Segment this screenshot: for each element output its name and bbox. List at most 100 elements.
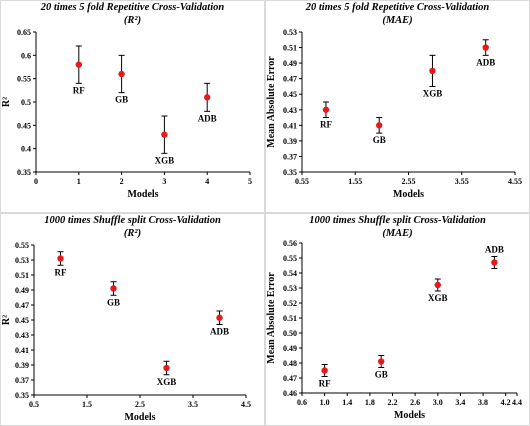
data-point [118, 70, 125, 78]
chart-subtitle: (R²) [123, 15, 142, 26]
y-tick-label: 0.37 [15, 376, 29, 385]
chart-title: 20 times 5 fold Repetitive Cross-Validat… [305, 2, 490, 13]
y-tick-label: 0.43 [283, 106, 297, 115]
y-tick-label: 0.54 [283, 269, 297, 278]
chart-panel-r2-repetitive: 20 times 5 fold Repetitive Cross-Validat… [0, 0, 265, 213]
y-tick-label: 0.47 [283, 75, 297, 84]
y-tick-label: 0.35 [283, 168, 297, 177]
y-tick-label: 0.5 [21, 98, 31, 107]
x-tick-label: 0 [34, 177, 38, 186]
y-tick-label: 0.50 [283, 329, 297, 338]
data-point [57, 255, 64, 262]
data-point [161, 131, 168, 138]
x-tick-label: 2.2 [388, 398, 398, 407]
data-point [75, 61, 83, 68]
chart-panel-r2-shuffle: 1000 times Shuffle split Cross-Validatio… [0, 213, 265, 426]
y-tick-label: 0.41 [15, 346, 29, 355]
y-tick-label: 0.41 [283, 121, 297, 130]
y-tick-label: 0.49 [283, 59, 297, 68]
y-tick-label: 0.48 [283, 359, 297, 368]
data-label: XGB [155, 155, 175, 165]
data-point [482, 44, 489, 51]
chart-plot: 0.350.370.390.410.430.450.470.490.510.53… [265, 0, 530, 213]
x-tick-label: 1.4 [342, 398, 352, 407]
x-tick-label: 0.6 [297, 398, 307, 407]
x-tick-label: 3.0 [433, 398, 443, 407]
x-tick-label: 4.5 [241, 400, 251, 409]
y-tick-label: 0.6 [21, 51, 31, 60]
x-tick-label: 5 [248, 177, 252, 186]
data-label: GB [375, 370, 388, 380]
x-tick-label: 3.5 [188, 400, 198, 409]
panel-frame [0, 0, 265, 213]
x-axis-label: Models [127, 189, 158, 200]
x-tick-label: 1.55 [348, 177, 362, 186]
chart-plot: 0.350.370.390.410.430.450.470.490.510.53… [0, 213, 265, 426]
chart-title: 1000 times Shuffle split Cross-Validatio… [309, 215, 486, 226]
chart-subtitle: (R²) [123, 228, 142, 239]
data-label: RF [320, 120, 332, 130]
y-tick-label: 0.45 [15, 316, 29, 325]
data-label: XGB [428, 293, 448, 303]
y-tick-label: 0.39 [283, 137, 297, 146]
data-point [110, 285, 117, 292]
data-label: ADB [476, 57, 495, 67]
y-tick-label: 0.35 [17, 168, 31, 177]
y-tick-label: 0.55 [15, 241, 29, 250]
y-tick-label: 0.39 [15, 361, 29, 370]
x-tick-label: 0.5 [29, 400, 39, 409]
y-axis-label: Mean Absolute Error [266, 272, 277, 364]
y-tick-label: 0.45 [283, 90, 297, 99]
chart-plot: 0.46 0.47 0.48 0.49 0.50 0.51 0.52 0.53 0.54 0.55… [265, 213, 530, 426]
data-point [322, 106, 330, 113]
y-axis-label: R² [1, 315, 12, 325]
x-tick-label: 2 [120, 177, 124, 186]
y-tick-label: 0.37 [283, 152, 297, 161]
chart-panel-mae-shuffle: 1000 times Shuffle split Cross-Validatio… [265, 213, 530, 426]
y-axis-label: R² [1, 97, 12, 107]
chart-plot: 0.35 0.4 0.45 0.5 0.55 0.6 0.65 0 1 2 3 4 5 Models R² R… [0, 0, 265, 213]
y-tick-label: 0.4 [21, 145, 31, 154]
y-tick-label: 0.45 [17, 121, 31, 130]
chart-subtitle: (MAE) [382, 228, 413, 239]
data-label: ADB [210, 327, 229, 337]
y-tick-label: 0.51 [283, 44, 297, 53]
y-tick-label: 0.46 [283, 389, 297, 398]
chart-title: 20 times 5 fold Repetitive Cross-Validat… [40, 2, 225, 13]
x-tick-label: 4.4 [512, 398, 522, 407]
data-point [491, 259, 498, 266]
data-label: RF [73, 85, 85, 95]
x-tick-label: 3.8 [478, 398, 488, 407]
data-label: XGB [157, 377, 177, 387]
x-tick-label: 2.6 [410, 398, 420, 407]
chart-panel-mae-repetitive: 20 times 5 fold Repetitive Cross-Validat… [265, 0, 530, 213]
x-tick-label: 3.4 [455, 398, 465, 407]
y-tick-label: 0.56 [283, 239, 297, 248]
data-label: RF [55, 267, 67, 277]
x-tick-label: 1.5 [82, 400, 92, 409]
y-tick-label: 0.51 [15, 271, 29, 280]
x-axis-label: Models [124, 412, 155, 423]
data-point [216, 314, 223, 321]
data-point [204, 94, 211, 101]
y-tick-label: 0.47 [15, 301, 29, 310]
data-label: GB [373, 135, 386, 145]
x-tick-label: 4.55 [508, 177, 522, 186]
x-tick-label: 4.2 [501, 398, 511, 407]
chart-title: 1000 times Shuffle split Cross-Validatio… [44, 215, 221, 226]
x-tick-label: 1.8 [365, 398, 375, 407]
y-tick-label: 0.47 [283, 374, 297, 383]
x-tick-label: 4 [205, 177, 209, 186]
y-tick-label: 0.52 [283, 299, 297, 308]
x-tick-label: 1.0 [320, 398, 330, 407]
data-label: ADB [198, 113, 217, 123]
y-tick-label: 0.49 [15, 286, 29, 295]
x-tick-label: 2.55 [402, 177, 416, 186]
y-tick-label: 0.55 [283, 254, 297, 263]
data-label: GB [107, 297, 120, 307]
x-axis-label: Models [394, 410, 425, 421]
data-point [321, 367, 328, 374]
data-label: XGB [423, 88, 443, 98]
data-point [378, 358, 385, 365]
x-tick-label: 0.55 [295, 177, 309, 186]
